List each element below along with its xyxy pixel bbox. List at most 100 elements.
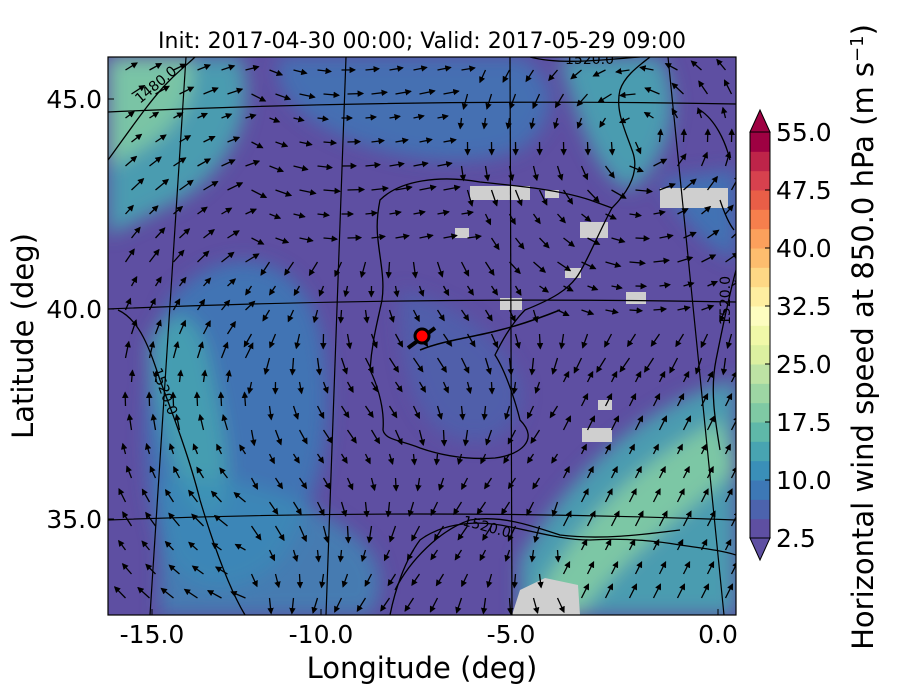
- wind-arrow: [289, 357, 296, 376]
- wind-arrow: [227, 182, 244, 191]
- colorbar-segment: [750, 441, 770, 462]
- wind-arrow: [251, 93, 267, 102]
- wind-arrow: [130, 319, 138, 335]
- y-axis-label: Latitude (deg): [6, 233, 40, 439]
- wind-arrow: [275, 93, 292, 101]
- wind-arrow: [619, 91, 636, 99]
- wind-arrow: [267, 597, 274, 615]
- wind-arrow: [526, 453, 535, 464]
- wind-arrow: [225, 369, 232, 383]
- wind-arrow: [610, 510, 620, 527]
- wind-arrow: [298, 477, 308, 490]
- wind-arrow: [269, 213, 282, 220]
- wind-arrow: [580, 538, 588, 551]
- wind-arrow: [461, 65, 476, 72]
- wind-arrow: [581, 333, 589, 349]
- wind-arrow: [682, 465, 690, 479]
- graticule-lon-5: [509, 57, 513, 615]
- wind-arrow: [125, 155, 138, 167]
- wind-arrow: [634, 465, 642, 479]
- wind-arrow: [548, 69, 558, 82]
- colorbar-segment: [750, 248, 770, 268]
- wind-arrow: [413, 113, 425, 121]
- wind-arrow: [322, 381, 329, 394]
- wind-arrow: [437, 161, 453, 168]
- wind-arrow: [268, 501, 279, 515]
- wind-arrow: [430, 549, 439, 561]
- river-tagus: [419, 309, 561, 351]
- wind-arrow: [529, 549, 536, 563]
- wind-arrow: [415, 477, 422, 492]
- wind-arrow: [433, 453, 441, 466]
- wind-arrow: [411, 525, 421, 542]
- wind-arrow: [121, 562, 132, 575]
- wind-arrow: [196, 341, 204, 359]
- wind-arrow: [653, 158, 668, 167]
- wind-arrow: [629, 211, 642, 219]
- wind-arrow: [149, 205, 159, 215]
- colorbar-segment: [750, 190, 770, 210]
- wind-arrow: [466, 333, 476, 348]
- wind-arrow: [323, 139, 338, 146]
- plot-frame: [107, 56, 737, 616]
- y-tick-label: 40.0: [46, 295, 102, 324]
- wind-arrow: [467, 233, 482, 241]
- wind-arrow: [289, 597, 296, 615]
- wind-arrow: [514, 237, 525, 250]
- wind-arrow: [126, 413, 134, 431]
- wind-arrow: [168, 512, 180, 527]
- wind-arrow: [576, 93, 588, 107]
- colorbar-ticks: 2.5 10.0 17.5 25.0 32.5 40.0 47.5 55.0: [765, 118, 832, 553]
- wind-arrow: [586, 415, 596, 431]
- wind-arrow: [124, 248, 135, 263]
- graticule-lon-15: [149, 57, 187, 615]
- wind-arrow: [461, 209, 474, 217]
- wind-arrow: [359, 261, 367, 279]
- wind-arrow: [476, 501, 487, 515]
- wind-arrow: [706, 370, 714, 383]
- colorbar-segment: [750, 325, 770, 346]
- wind-arrow: [345, 333, 353, 350]
- wind-arrow: [634, 415, 644, 431]
- wind-arrow: [580, 165, 589, 181]
- wind-arrow: [268, 549, 276, 562]
- wind-arrow: [388, 405, 398, 419]
- wind-arrow: [250, 429, 257, 447]
- wind-arrow: [113, 586, 126, 599]
- x-tick-label: -5.0: [487, 620, 536, 649]
- wind-arrow: [356, 597, 367, 613]
- wind-arrow: [549, 405, 559, 419]
- wind-arrow: [628, 393, 637, 407]
- wind-arrow: [419, 137, 433, 144]
- wind-arrow: [337, 309, 345, 324]
- wind-arrow: [168, 443, 175, 455]
- wind-arrow: [347, 186, 366, 193]
- wind-arrow: [604, 443, 611, 455]
- wind-arrow: [701, 254, 717, 263]
- wind-arrow: [221, 159, 236, 167]
- colorbar-segment: [750, 344, 770, 365]
- wind-arrow: [413, 65, 428, 72]
- wind-arrow: [461, 93, 469, 111]
- colorbar-segment: [750, 306, 770, 326]
- wind-arrow: [511, 381, 518, 395]
- wind-arrow: [627, 333, 637, 348]
- wind-arrow: [504, 405, 511, 420]
- wind-arrow: [172, 298, 181, 311]
- wind-arrow: [340, 501, 348, 517]
- wind-arrow: [323, 235, 339, 242]
- wind-arrow: [197, 112, 208, 119]
- wind-arrow: [173, 465, 181, 479]
- wind-arrow: [148, 340, 156, 359]
- wind-arrow: [683, 281, 695, 288]
- wind-arrow: [145, 563, 156, 575]
- wind-arrow: [479, 69, 487, 84]
- wind-arrow: [262, 309, 271, 322]
- wind-arrow: [118, 539, 127, 551]
- wind-arrow: [364, 453, 371, 465]
- wind-arrow: [456, 453, 464, 466]
- wind-arrow: [317, 211, 330, 218]
- wind-arrow: [484, 477, 493, 490]
- wind-arrow: [459, 165, 467, 182]
- wind-arrow: [562, 510, 572, 527]
